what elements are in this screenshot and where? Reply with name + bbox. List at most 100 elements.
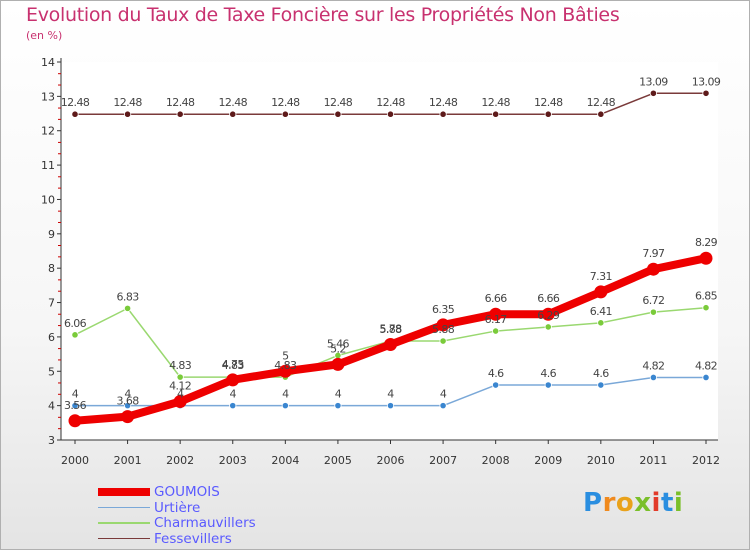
data-label-urtire: 4: [440, 388, 447, 401]
logo-letter: r: [602, 488, 616, 518]
data-label-urtire: 4: [72, 388, 79, 401]
data-label-charmauvillers: 6.83: [117, 290, 140, 303]
data-label-fessevillers: 12.48: [61, 96, 90, 109]
data-point-fessevillers: [123, 110, 132, 118]
data-point-charmauvillers: [702, 304, 710, 312]
data-label-urtire: 4.82: [642, 359, 664, 372]
data-label-goumois: 8.29: [695, 236, 718, 249]
data-label-urtire: 4.6: [488, 367, 504, 380]
data-point-fessevillers: [544, 110, 552, 118]
chart-legend: GOUMOIS Urtière Charmauvillers Fessevill…: [98, 484, 358, 548]
y-tick-label: 13: [41, 90, 55, 103]
data-point-fessevillers: [492, 110, 500, 118]
data-label-fessevillers: 12.48: [429, 96, 458, 109]
data-label-charmauvillers: 6.29: [537, 309, 560, 322]
data-point-goumois: [226, 373, 240, 387]
data-label-urtire: 4.6: [540, 367, 556, 380]
legend-label-goumois: GOUMOIS: [154, 484, 220, 500]
x-tick-label: 2005: [324, 454, 352, 467]
data-point-charmauvillers: [123, 304, 132, 312]
data-point-fessevillers: [229, 110, 237, 118]
data-point-goumois: [594, 285, 608, 299]
x-tick-label: 2008: [482, 454, 510, 467]
data-label-fessevillers: 12.48: [481, 96, 510, 109]
x-tick-label: 2001: [114, 454, 142, 467]
data-point-goumois: [68, 414, 82, 428]
y-tick-label: 8: [48, 262, 55, 275]
data-point-goumois: [331, 357, 345, 371]
data-label-urtire: 4.6: [593, 367, 609, 380]
chart-subtitle: (en %): [26, 29, 63, 42]
data-label-goumois: 5.2: [330, 342, 346, 355]
data-point-urtire: [229, 402, 237, 410]
data-point-charmauvillers: [176, 373, 184, 381]
chart-title: Evolution du Taux de Taxe Foncière sur l…: [26, 4, 620, 26]
x-tick-label: 2002: [166, 454, 194, 467]
data-label-charmauvillers: 4.83: [169, 359, 192, 372]
data-point-urtire: [544, 381, 552, 389]
data-point-goumois: [173, 395, 187, 409]
y-tick-label: 6: [48, 331, 55, 344]
y-tick-label: 4: [48, 400, 55, 413]
plot-area: [61, 62, 718, 440]
data-label-charmauvillers: 5.88: [379, 323, 402, 336]
logo-letter: o: [615, 488, 635, 518]
logo-letter: t: [660, 488, 674, 518]
y-tick-label: 5: [48, 365, 55, 378]
data-point-goumois: [646, 262, 660, 276]
data-point-urtire: [71, 402, 79, 410]
legend-item-urtiere: Urtière: [98, 500, 358, 517]
data-point-fessevillers: [334, 110, 342, 118]
legend-label-charmauvillers: Charmauvillers: [154, 515, 256, 531]
data-label-charmauvillers: 6.85: [695, 290, 718, 303]
data-label-goumois: 6.66: [485, 292, 508, 305]
data-point-goumois: [436, 318, 450, 332]
data-label-fessevillers: 12.48: [587, 96, 616, 109]
x-tick-label: 2012: [692, 454, 720, 467]
data-label-goumois: 7.97: [642, 247, 665, 260]
data-label-urtire: 4: [387, 388, 394, 401]
data-point-charmauvillers: [544, 323, 552, 331]
data-label-goumois: 7.31: [590, 270, 612, 283]
data-point-goumois: [489, 307, 503, 321]
x-tick-label: 2003: [219, 454, 247, 467]
data-point-goumois: [384, 337, 397, 351]
legend-swatch-urtiere: [98, 506, 150, 509]
data-label-goumois: 6.35: [432, 303, 455, 316]
data-point-urtire: [702, 373, 710, 382]
data-label-goumois: 3.56: [64, 399, 87, 412]
legend-item-fessevillers: Fessevillers: [98, 530, 358, 548]
x-tick-label: 2004: [271, 454, 299, 467]
data-label-charmauvillers: 6.17: [485, 313, 508, 326]
y-tick-label: 12: [41, 125, 55, 138]
data-label-goumois: 5: [282, 349, 289, 362]
x-tick-label: 2007: [429, 454, 457, 467]
data-label-goumois: 6.66: [537, 292, 560, 305]
data-point-charmauvillers: [649, 308, 658, 316]
y-tick-label: 10: [41, 193, 55, 206]
data-point-urtire: [597, 381, 605, 389]
data-label-fessevillers: 12.48: [166, 96, 195, 109]
data-point-fessevillers: [281, 110, 289, 118]
data-label-charmauvillers: 4.83: [274, 359, 297, 372]
data-label-charmauvillers: 6.06: [64, 317, 87, 330]
y-tick-label: 7: [48, 297, 55, 310]
y-tick-label: 9: [48, 228, 55, 241]
data-point-fessevillers: [176, 110, 184, 118]
legend-label-fessevillers: Fessevillers: [154, 530, 232, 547]
data-label-urtire: 4: [124, 388, 131, 401]
x-tick-label: 2006: [377, 454, 405, 467]
y-tick-label: 14: [41, 56, 55, 69]
data-label-charmauvillers: 5.88: [432, 323, 455, 336]
logo-letter: P: [583, 488, 603, 518]
legend-item-charmauvillers: Charmauvillers: [98, 515, 358, 532]
data-label-goumois: 4.12: [169, 380, 191, 393]
data-point-charmauvillers: [439, 337, 447, 345]
data-point-fessevillers: [649, 89, 658, 97]
data-point-charmauvillers: [71, 331, 79, 339]
data-label-charmauvillers: 5.46: [327, 337, 350, 350]
logo-letter: i: [651, 488, 661, 518]
data-label-urtire: 4: [177, 388, 184, 401]
data-point-urtire: [123, 402, 132, 410]
